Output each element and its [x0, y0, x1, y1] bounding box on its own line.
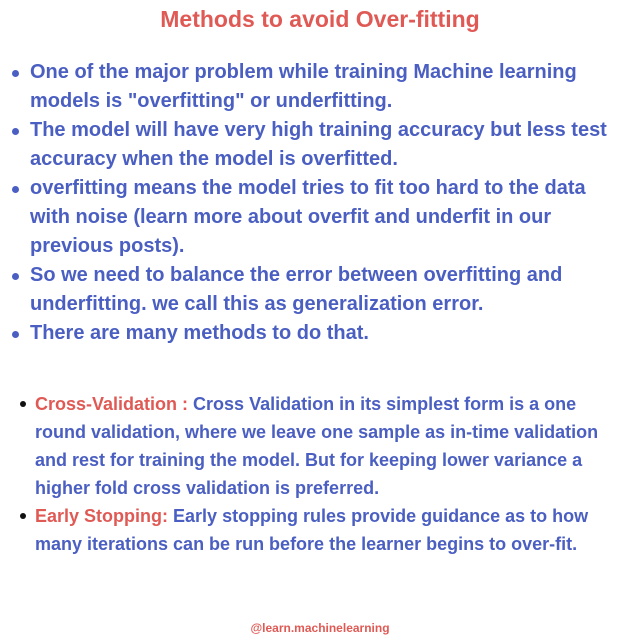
method-name: Early Stopping: — [35, 506, 169, 526]
bullet-item: The model will have very high training a… — [0, 116, 630, 174]
footer-handle: @learn.machinelearning — [250, 621, 390, 635]
bullet-item: There are many methods to do that. — [0, 319, 630, 348]
method-name: Cross-Validation : — [35, 394, 189, 414]
method-item-cross-validation: Cross-Validation : Cross Validation in i… — [0, 390, 625, 502]
overfitting-bullet-list: One of the major problem while training … — [0, 58, 630, 348]
methods-list: Cross-Validation : Cross Validation in i… — [0, 390, 625, 558]
method-description: Cross Validation in its simplest form is… — [35, 394, 599, 498]
bullet-item: overfitting means the model tries to fit… — [0, 174, 630, 261]
method-description: Early stopping rules provide guidance as… — [35, 506, 589, 554]
bullet-item: One of the major problem while training … — [0, 58, 630, 116]
method-item-early-stopping: Early Stopping: Early stopping rules pro… — [0, 502, 625, 558]
bullet-item: So we need to balance the error between … — [0, 261, 630, 319]
page-title: Methods to avoid Over-fitting — [160, 6, 480, 32]
